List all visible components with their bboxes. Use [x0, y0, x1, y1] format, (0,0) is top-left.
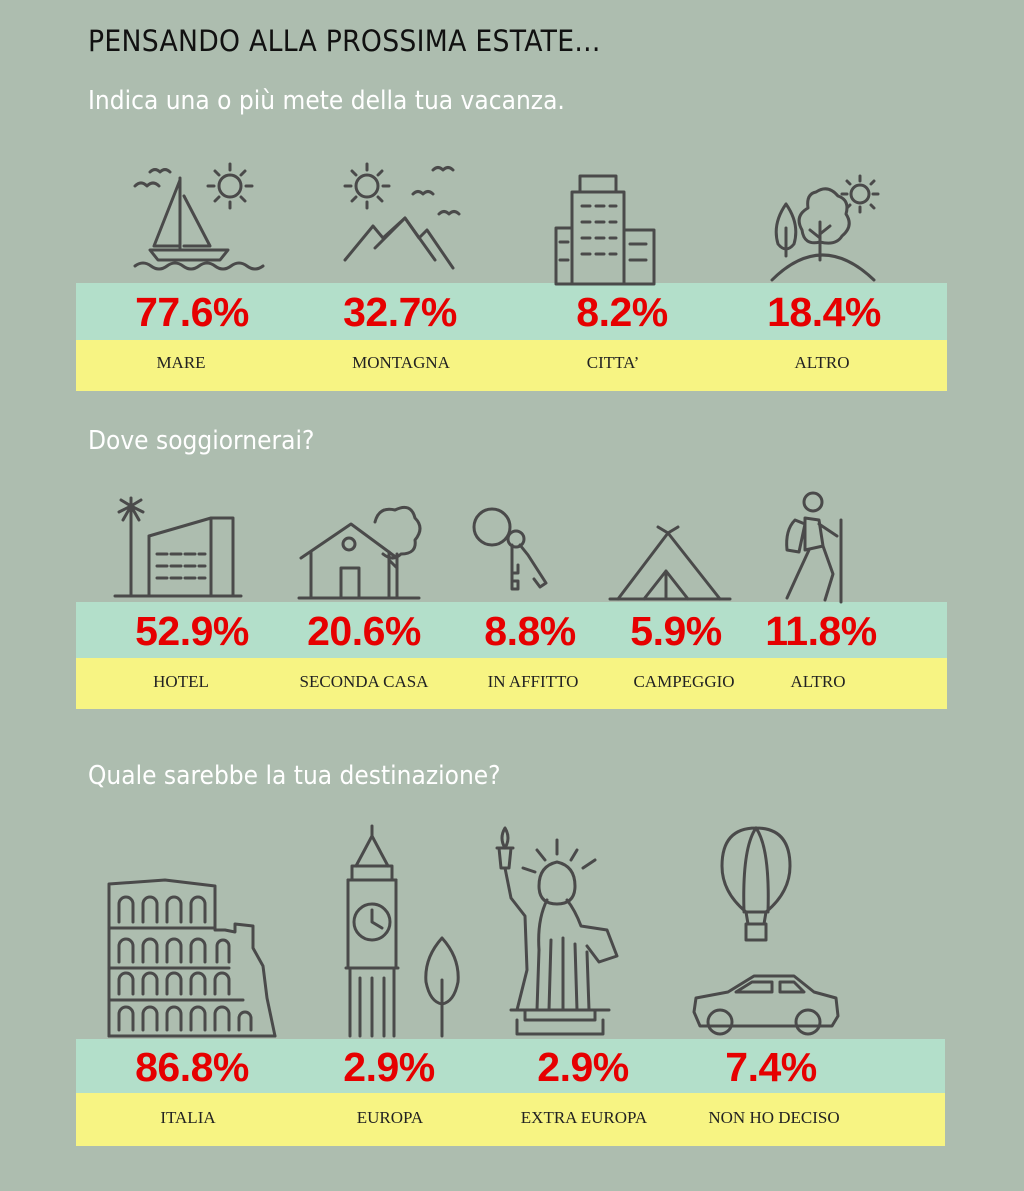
hotel-icon — [113, 496, 243, 601]
value-seconda-casa: 20.6% — [307, 608, 421, 654]
building-icon — [550, 170, 660, 286]
label-montagna: MONTAGNA — [352, 353, 450, 372]
balloon-car-icon — [690, 822, 845, 1042]
value-altro-soggiorno: 11.8% — [765, 608, 877, 654]
value-hotel: 52.9% — [135, 608, 249, 654]
label-citta: CITTA’ — [586, 353, 640, 372]
labels-band — [76, 658, 947, 709]
value-extra-europa: 2.9% — [537, 1044, 629, 1090]
values-band — [76, 283, 947, 340]
label-in-affitto: IN AFFITTO — [487, 672, 579, 691]
tent-icon — [608, 525, 733, 605]
mountain-icon — [335, 158, 465, 283]
value-in-affitto: 8.8% — [484, 608, 576, 654]
keys-icon — [470, 505, 555, 600]
label-extra-europa: EXTRA EUROPA — [520, 1108, 648, 1127]
tree-hill-icon — [768, 168, 883, 283]
label-mare: MARE — [156, 353, 206, 372]
label-non-ho-deciso: NON HO DECISO — [708, 1108, 840, 1127]
label-italia: ITALIA — [160, 1108, 216, 1127]
section-question-destination: Quale sarebbe la tua destinazione? — [88, 761, 501, 791]
value-italia: 86.8% — [135, 1044, 249, 1090]
label-hotel: HOTEL — [153, 672, 209, 691]
value-europa: 2.9% — [343, 1044, 435, 1090]
labels-band — [76, 340, 947, 391]
value-altro: 18.4% — [767, 289, 881, 335]
house-icon — [297, 498, 422, 603]
value-non-ho-deciso: 7.4% — [725, 1044, 817, 1090]
statue-of-liberty-icon — [487, 820, 647, 1040]
value-mare: 77.6% — [135, 289, 249, 335]
sailboat-icon — [130, 158, 265, 278]
label-seconda-casa: SECONDA CASA — [299, 672, 429, 691]
label-europa: EUROPA — [356, 1108, 424, 1127]
page-title: PENSANDO ALLA PROSSIMA ESTATE... — [88, 24, 601, 58]
colosseum-icon — [105, 878, 280, 1038]
labels-band — [76, 1093, 945, 1146]
values-band — [76, 1039, 945, 1093]
label-altro-soggiorno: ALTRO — [790, 672, 846, 691]
value-campeggio: 5.9% — [630, 608, 722, 654]
hiker-icon — [775, 490, 855, 605]
value-citta: 8.2% — [576, 289, 668, 335]
values-band — [76, 602, 947, 658]
label-campeggio: CAMPEGGIO — [633, 672, 735, 691]
section-question-accommodation: Dove soggiornerai? — [88, 426, 315, 456]
big-ben-icon — [338, 822, 473, 1042]
section-question-destinations: Indica una o più mete della tua vacanza. — [88, 86, 565, 116]
value-montagna: 32.7% — [343, 289, 457, 335]
label-altro: ALTRO — [794, 353, 850, 372]
